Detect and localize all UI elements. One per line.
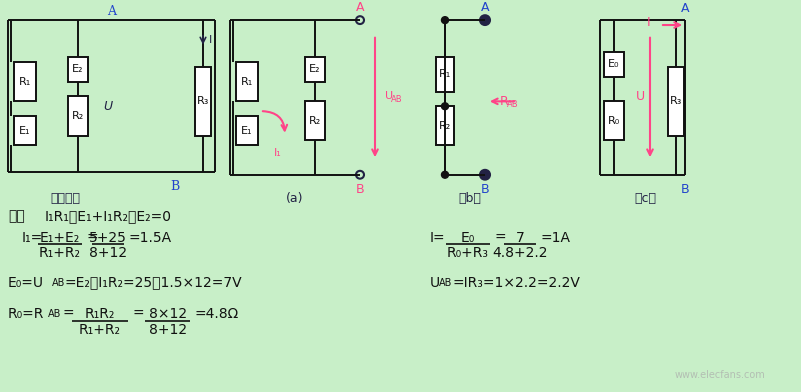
Bar	[436, 57, 454, 92]
Bar	[305, 57, 325, 82]
Text: R₂: R₂	[72, 111, 84, 121]
Circle shape	[480, 15, 490, 25]
Text: U: U	[103, 100, 113, 113]
Text: R₁+R₂: R₁+R₂	[39, 246, 81, 260]
Text: E₂: E₂	[309, 64, 320, 74]
Text: R: R	[500, 95, 509, 108]
Text: 解：: 解：	[8, 209, 25, 223]
Text: I₁: I₁	[274, 148, 282, 158]
Text: B: B	[681, 183, 690, 196]
Bar	[14, 62, 36, 102]
Text: E₀=U: E₀=U	[8, 276, 44, 290]
Text: B: B	[481, 183, 489, 196]
Bar	[436, 106, 454, 145]
Text: =1A: =1A	[540, 230, 570, 245]
Text: （图一）: （图一）	[50, 192, 80, 205]
Bar	[14, 116, 36, 145]
Text: R₁: R₁	[439, 69, 451, 79]
Bar	[668, 67, 684, 136]
Text: AB: AB	[48, 309, 62, 319]
Circle shape	[441, 17, 449, 24]
Text: =4.8Ω: =4.8Ω	[194, 307, 238, 321]
Text: E₁: E₁	[19, 126, 30, 136]
Text: =E₂－I₁R₂=25－1.5×12=7V: =E₂－I₁R₂=25－1.5×12=7V	[65, 276, 243, 290]
Bar	[604, 102, 624, 140]
Text: U: U	[385, 91, 393, 102]
Text: A: A	[681, 2, 689, 15]
Text: R₁: R₁	[19, 77, 31, 87]
Text: R₂: R₂	[309, 116, 321, 126]
Text: E₁: E₁	[241, 126, 253, 136]
Text: =: =	[133, 307, 145, 321]
Text: 4.8+2.2: 4.8+2.2	[493, 246, 548, 260]
Text: R₃: R₃	[197, 96, 209, 106]
Bar	[68, 57, 88, 82]
Text: E₂: E₂	[72, 64, 84, 74]
Text: =1.5A: =1.5A	[128, 230, 171, 245]
Text: E₀: E₀	[608, 59, 620, 69]
Text: R₀=R: R₀=R	[8, 307, 44, 321]
Text: E₀: E₀	[461, 230, 475, 245]
Bar	[236, 62, 258, 102]
Circle shape	[441, 171, 449, 178]
Text: (a): (a)	[286, 192, 304, 205]
Text: R₁R₂: R₁R₂	[85, 307, 115, 321]
Text: AB: AB	[52, 278, 66, 287]
Text: B: B	[171, 180, 179, 192]
Text: R₁+R₂: R₁+R₂	[79, 323, 121, 336]
Text: （b）: （b）	[458, 192, 481, 205]
Bar	[236, 116, 258, 145]
Text: =: =	[62, 307, 74, 321]
Text: 5+25: 5+25	[89, 230, 127, 245]
Bar	[68, 96, 88, 136]
Text: U: U	[430, 276, 440, 290]
Text: I: I	[209, 35, 212, 45]
Text: I₁R₁－E₁+I₁R₂－E₂=0: I₁R₁－E₁+I₁R₂－E₂=0	[45, 209, 172, 223]
Text: =: =	[87, 230, 99, 245]
Text: AB: AB	[439, 278, 453, 287]
Text: =: =	[495, 230, 506, 245]
Circle shape	[480, 170, 490, 180]
Text: I=: I=	[430, 230, 445, 245]
Bar	[604, 53, 624, 77]
Text: R₃: R₃	[670, 96, 682, 106]
Circle shape	[441, 103, 449, 110]
Bar	[305, 102, 325, 140]
Text: A: A	[356, 1, 364, 14]
Text: 8+12: 8+12	[149, 323, 187, 336]
Text: R₁: R₁	[241, 77, 253, 87]
Text: =IR₃=1×2.2=2.2V: =IR₃=1×2.2=2.2V	[452, 276, 580, 290]
Text: U: U	[636, 90, 645, 103]
Text: R₂: R₂	[439, 121, 451, 131]
Text: www.elecfans.com: www.elecfans.com	[674, 370, 766, 380]
Text: （c）: （c）	[634, 192, 656, 205]
Text: I₁=: I₁=	[22, 230, 43, 245]
Text: I: I	[646, 16, 650, 29]
Text: R₀+R₃: R₀+R₃	[447, 246, 489, 260]
Text: 8+12: 8+12	[89, 246, 127, 260]
Text: E₁+E₂: E₁+E₂	[40, 230, 80, 245]
Text: R₀: R₀	[608, 116, 620, 126]
Text: AB: AB	[391, 95, 403, 104]
Text: 8×12: 8×12	[149, 307, 187, 321]
Text: B: B	[356, 183, 364, 196]
Text: A: A	[481, 1, 489, 14]
Text: A: A	[107, 5, 116, 18]
Text: AB: AB	[507, 100, 518, 109]
Bar	[195, 67, 211, 136]
Text: 7: 7	[516, 230, 525, 245]
